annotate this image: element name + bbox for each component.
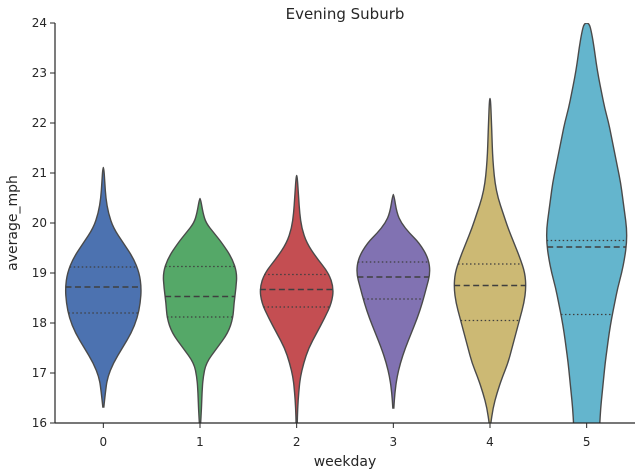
chart-title: Evening Suburb <box>286 5 405 23</box>
x-axis-label: weekday <box>314 454 377 470</box>
y-tick-label: 16 <box>32 416 47 430</box>
x-ticks: 0 1 2 3 4 5 <box>100 423 591 449</box>
violin-group <box>64 23 628 423</box>
x-tick-label: 0 <box>100 435 108 449</box>
y-ticks: 16 17 18 19 20 21 22 23 24 <box>32 16 55 430</box>
y-axis-label: average_mph <box>5 175 21 271</box>
violin-body <box>356 193 431 409</box>
x-tick-label: 2 <box>293 435 301 449</box>
violin-body <box>259 174 334 423</box>
x-tick-label: 5 <box>583 435 591 449</box>
y-tick-label: 17 <box>32 366 47 380</box>
y-tick-label: 23 <box>32 66 47 80</box>
x-tick-label: 3 <box>390 435 398 449</box>
x-tick-label: 4 <box>486 435 494 449</box>
y-tick-label: 19 <box>32 266 47 280</box>
y-tick-label: 18 <box>32 316 47 330</box>
violin-body <box>545 23 628 423</box>
violin-body <box>64 166 142 408</box>
violin-body <box>453 97 527 423</box>
y-tick-label: 21 <box>32 166 47 180</box>
x-tick-label: 1 <box>196 435 204 449</box>
y-tick-label: 22 <box>32 116 47 130</box>
y-tick-label: 20 <box>32 216 47 230</box>
y-tick-label: 24 <box>32 16 47 30</box>
violin-body <box>162 197 238 423</box>
